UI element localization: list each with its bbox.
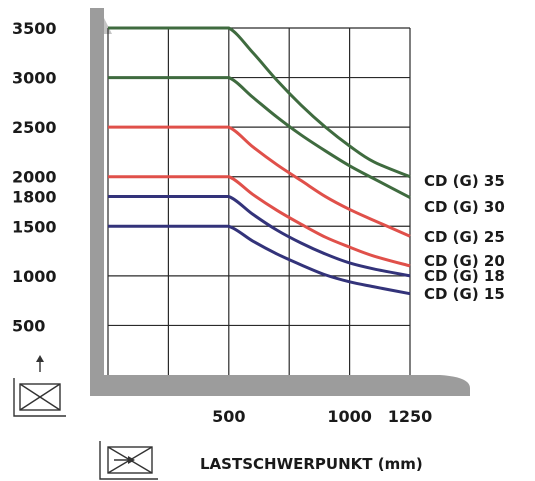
y-tick-label: 1800 bbox=[12, 188, 57, 207]
series-line bbox=[108, 26, 411, 179]
x-axis-title: LASTSCHWERPUNKT (mm) bbox=[200, 455, 423, 473]
y-tick-label: 3500 bbox=[12, 19, 57, 38]
series-line bbox=[108, 224, 411, 296]
x-tick-label: 1250 bbox=[388, 407, 433, 426]
curves bbox=[108, 26, 411, 296]
x-tick-label: 1000 bbox=[327, 407, 372, 426]
vertical-load-icon bbox=[13, 355, 66, 417]
series-line bbox=[108, 76, 411, 199]
series-line bbox=[108, 175, 411, 268]
x-tick-label: 500 bbox=[212, 407, 245, 426]
y-tick-label: 3000 bbox=[12, 69, 57, 88]
series-label: CD (G) 25 bbox=[424, 228, 505, 246]
series-line bbox=[108, 195, 411, 278]
x-axis-ticks: 500 1000 1250 bbox=[212, 407, 432, 426]
y-tick-label: 2000 bbox=[12, 168, 57, 187]
chart-grid bbox=[107, 27, 411, 375]
series-label: CD (G) 15 bbox=[424, 285, 505, 303]
series-label: CD (G) 20 bbox=[424, 252, 505, 270]
series-label: CD (G) 18 bbox=[424, 267, 505, 285]
series-line bbox=[108, 125, 411, 238]
forklift-mast-graphic bbox=[90, 8, 470, 396]
y-tick-label: 500 bbox=[12, 316, 45, 335]
y-tick-label: 1000 bbox=[12, 267, 57, 286]
series-label: CD (G) 35 bbox=[424, 172, 505, 190]
y-tick-label: 1500 bbox=[12, 217, 57, 236]
y-tick-label: 2500 bbox=[12, 118, 57, 137]
series-label: CD (G) 30 bbox=[424, 198, 505, 216]
horizontal-load-icon bbox=[99, 441, 158, 480]
